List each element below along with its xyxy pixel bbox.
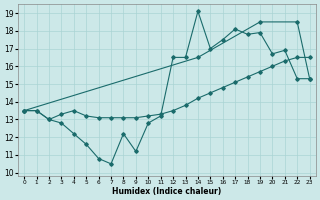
X-axis label: Humidex (Indice chaleur): Humidex (Indice chaleur) [112, 187, 221, 196]
